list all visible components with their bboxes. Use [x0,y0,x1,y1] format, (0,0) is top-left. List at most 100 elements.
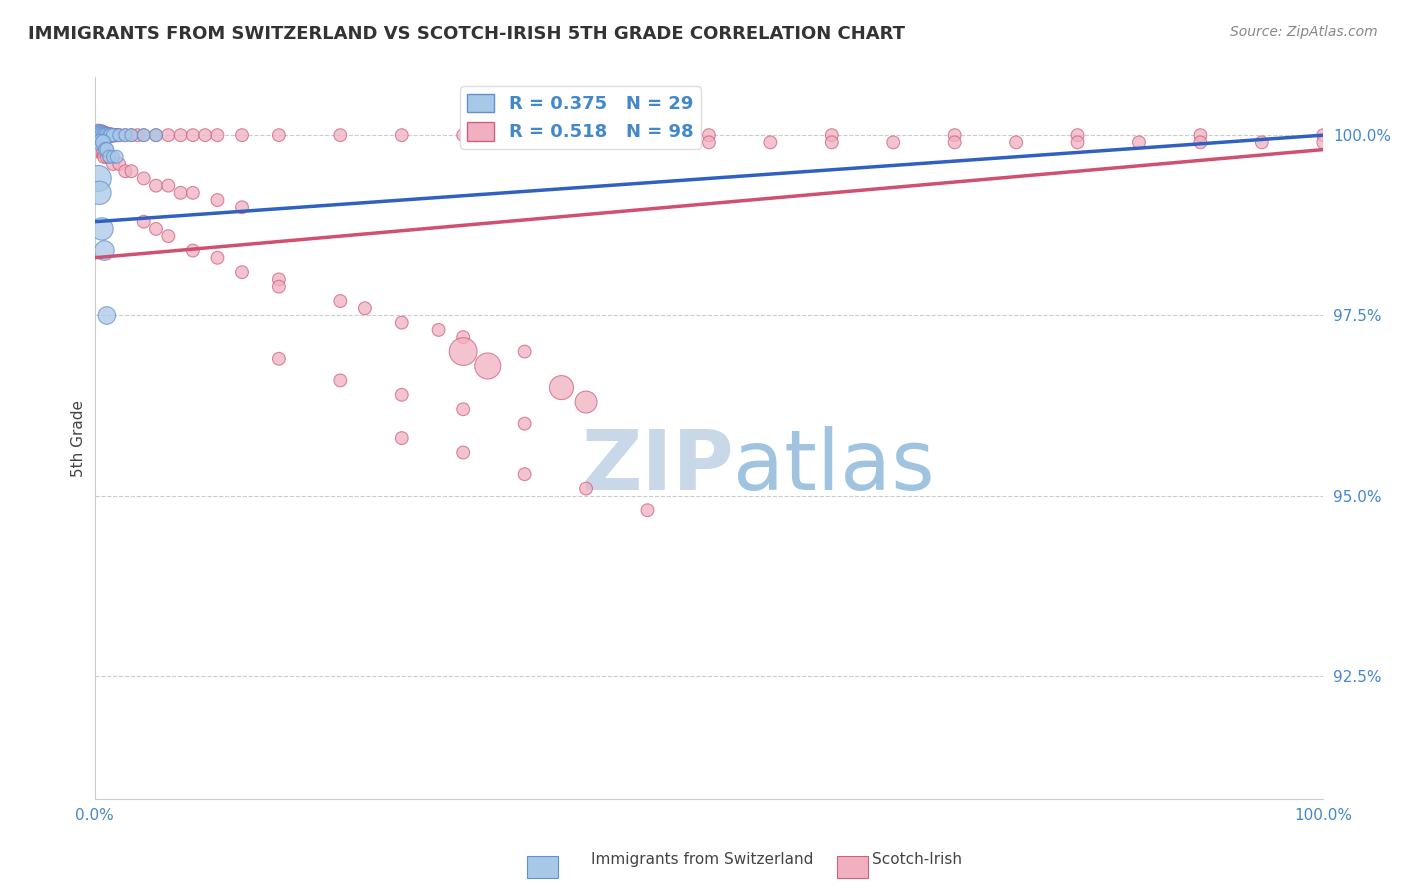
Point [759,136,782,150]
Point [96,128,118,143]
Point [1312,128,1334,143]
Point [96,150,118,164]
Point [267,279,290,293]
Point [550,381,572,395]
Point [169,128,191,143]
Point [157,229,180,244]
Point [120,128,142,143]
Point [943,128,966,143]
Point [127,128,149,143]
Point [451,128,474,143]
Point [181,186,204,200]
Point [1066,136,1088,150]
Point [145,178,167,193]
Point [93,244,115,258]
Point [114,164,136,178]
Point [93,128,115,143]
Point [132,215,155,229]
Point [98,150,121,164]
Point [207,193,229,207]
Point [329,373,352,387]
Point [231,128,253,143]
Point [575,395,598,409]
Point [207,251,229,265]
Point [100,128,122,143]
Point [427,323,450,337]
Point [1066,128,1088,143]
Point [391,388,413,402]
Point [697,128,720,143]
Point [89,128,111,143]
Point [354,301,377,316]
Point [329,128,352,143]
Point [821,136,844,150]
Point [90,128,112,143]
Point [391,431,413,445]
Text: atlas: atlas [734,426,935,508]
Point [87,128,110,143]
Point [1189,128,1212,143]
Point [104,128,127,143]
Point [451,402,474,417]
Point [91,128,114,143]
Point [231,265,253,279]
Point [91,143,114,157]
Point [637,503,659,517]
Point [94,128,117,143]
Point [89,143,111,157]
Point [1250,136,1272,150]
Point [90,136,112,150]
Point [145,222,167,236]
Point [132,128,155,143]
Point [100,128,122,143]
Point [181,244,204,258]
Legend: R = 0.375   N = 29, R = 0.518   N = 98: R = 0.375 N = 29, R = 0.518 N = 98 [460,87,700,149]
Point [94,143,117,157]
Point [89,186,111,200]
Point [98,150,121,164]
Point [108,157,131,171]
Point [267,351,290,366]
Text: Source: ZipAtlas.com: Source: ZipAtlas.com [1230,25,1378,39]
Point [87,143,110,157]
Point [513,344,536,359]
Point [93,128,115,143]
Point [101,128,124,143]
Point [943,136,966,150]
Point [86,128,108,143]
Point [157,128,180,143]
Point [98,128,121,143]
Point [697,136,720,150]
Point [145,128,167,143]
Point [231,200,253,214]
Point [103,128,125,143]
Point [107,128,129,143]
Point [96,309,118,323]
Point [91,128,114,143]
Point [86,128,108,143]
Point [101,157,124,171]
Point [1128,136,1150,150]
Point [267,128,290,143]
Point [181,128,204,143]
Text: ZIP: ZIP [581,426,734,508]
Point [451,330,474,344]
Point [105,128,128,143]
Point [105,150,128,164]
Point [89,128,111,143]
Point [108,128,131,143]
Point [513,467,536,482]
Point [91,222,114,236]
Point [101,150,124,164]
Point [108,128,131,143]
Point [94,128,117,143]
Point [513,417,536,431]
Point [100,128,122,143]
Point [93,150,115,164]
Point [96,128,118,143]
Point [821,128,844,143]
Point [194,128,217,143]
Point [451,445,474,459]
Point [329,293,352,308]
Point [114,128,136,143]
